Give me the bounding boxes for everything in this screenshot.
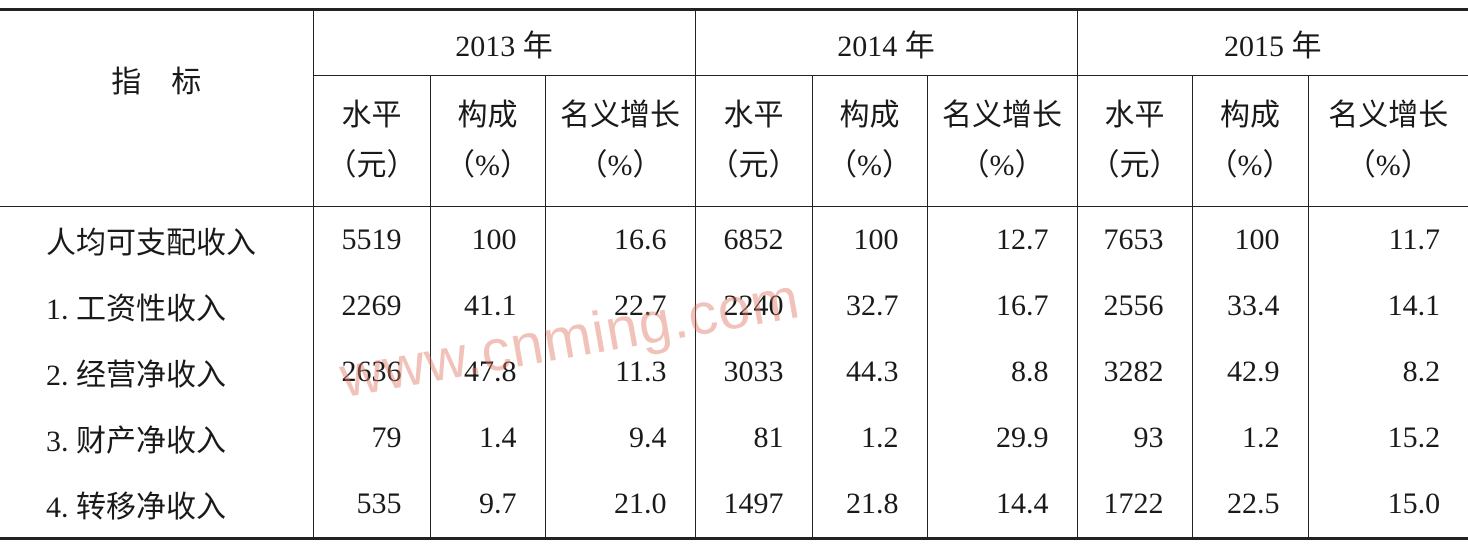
row-label: 2. 经营净收入 bbox=[46, 359, 226, 392]
column-header-line: 名义增长 bbox=[942, 99, 1063, 132]
cell: 1497 bbox=[694, 471, 813, 539]
cell: 2240 bbox=[694, 273, 813, 339]
year-header: 2015 年 bbox=[1076, 9, 1468, 76]
cell: 3282 bbox=[1076, 339, 1193, 405]
column-header: 构成 （%） bbox=[429, 75, 545, 207]
cell: 100 bbox=[429, 206, 545, 273]
cell: 16.6 bbox=[544, 206, 696, 273]
column-header-line: （元） bbox=[1089, 149, 1180, 182]
column-header-line: （%） bbox=[1345, 149, 1431, 182]
year-header: 2013 年 bbox=[312, 9, 696, 76]
cell: 11.7 bbox=[1307, 206, 1468, 273]
column-header-line: 水平 bbox=[341, 99, 402, 132]
year-header: 2014 年 bbox=[694, 9, 1078, 76]
cell: 33.4 bbox=[1191, 273, 1309, 339]
cell: 1.2 bbox=[811, 405, 928, 471]
cell: 47.8 bbox=[429, 339, 545, 405]
table-body: 人均可支配收入 5519 100 16.6 6852 100 12.7 7653 100 11.7… bbox=[0, 206, 1468, 539]
cell: 16.7 bbox=[926, 273, 1078, 339]
column-header: 水平 （元） bbox=[312, 75, 430, 207]
cell: 100 bbox=[811, 206, 928, 273]
column-header-line: （%） bbox=[959, 149, 1045, 182]
cell: 1722 bbox=[1076, 471, 1193, 539]
column-header: 水平 （元） bbox=[1076, 75, 1193, 207]
column-header-line: （%） bbox=[577, 149, 663, 182]
cell: 14.4 bbox=[926, 471, 1078, 539]
table-row: 4. 转移净收入 535 9.7 21.0 1497 21.8 14.4 1722 22.5 15… bbox=[0, 471, 1468, 539]
cell: 9.7 bbox=[429, 471, 545, 539]
column-header: 名义增长 （%） bbox=[544, 75, 696, 207]
column-header-line: （元） bbox=[708, 149, 799, 182]
cell: 79 bbox=[312, 405, 430, 471]
table-row: 2. 经营净收入 2636 47.8 11.3 3033 44.3 8.8 3282 42.9 8… bbox=[0, 339, 1468, 405]
cell: 3033 bbox=[694, 339, 813, 405]
column-header-line: 名义增长 bbox=[560, 99, 680, 132]
cell: 9.4 bbox=[544, 405, 696, 471]
year-row: 指 标 2013 年 2014 年 2015 年 bbox=[0, 9, 1468, 207]
cell: 15.0 bbox=[1307, 471, 1468, 539]
table-row: 人均可支配收入 5519 100 16.6 6852 100 12.7 7653 100 11.7 bbox=[0, 206, 1468, 273]
table-header: 指 标 2013 年 2014 年 2015 年 水平 （元） 构成 （%） 名义增长 （%）… bbox=[0, 9, 1468, 207]
income-table: 指 标 2013 年 2014 年 2015 年 水平 （元） 构成 （%） 名义增长 （%）… bbox=[0, 8, 1468, 540]
column-header-line: 名义增长 bbox=[1328, 99, 1449, 132]
cell: 93 bbox=[1076, 405, 1193, 471]
cell: 14.1 bbox=[1307, 273, 1468, 339]
cell: 29.9 bbox=[926, 405, 1078, 471]
column-header-line: （%） bbox=[1207, 149, 1293, 182]
cell: 100 bbox=[1191, 206, 1309, 273]
column-header-line: 构成 bbox=[1220, 99, 1281, 132]
cell: 1.4 bbox=[429, 405, 545, 471]
cell: 8.2 bbox=[1307, 339, 1468, 405]
cell: 5519 bbox=[312, 206, 430, 273]
column-header: 名义增长 （%） bbox=[926, 75, 1078, 207]
cell: 22.5 bbox=[1191, 471, 1309, 539]
cell: 7653 bbox=[1076, 206, 1193, 273]
cell: 42.9 bbox=[1191, 339, 1309, 405]
cell: 12.7 bbox=[926, 206, 1078, 273]
column-header-line: 水平 bbox=[1104, 99, 1165, 132]
cell: 44.3 bbox=[811, 339, 928, 405]
column-header: 构成 （%） bbox=[811, 75, 928, 207]
cell: 22.7 bbox=[544, 273, 696, 339]
cell: 21.8 bbox=[811, 471, 928, 539]
cell: 81 bbox=[694, 405, 813, 471]
subheader-row: 水平 （元） 构成 （%） 名义增长 （%） 水平 （元） 构成 （%） 名义增长 （%） 水平 （元） 构… bbox=[0, 75, 1468, 207]
indicator-header: 指 标 bbox=[0, 9, 313, 207]
column-header: 名义增长 （%） bbox=[1307, 75, 1468, 207]
cell: 6852 bbox=[694, 206, 813, 273]
table-row: 1. 工资性收入 2269 41.1 22.7 2240 32.7 16.7 2556 33.4… bbox=[0, 273, 1468, 339]
cell: 21.0 bbox=[544, 471, 696, 539]
cell: 2556 bbox=[1076, 273, 1193, 339]
row-label: 4. 转移净收入 bbox=[46, 491, 226, 524]
cell: 11.3 bbox=[544, 339, 696, 405]
cell: 535 bbox=[312, 471, 430, 539]
column-header-line: （元） bbox=[326, 149, 417, 182]
cell: 1.2 bbox=[1191, 405, 1309, 471]
cell: 2636 bbox=[312, 339, 430, 405]
column-header: 水平 （元） bbox=[694, 75, 813, 207]
column-header-line: 水平 bbox=[723, 99, 784, 132]
table-row: 3. 财产净收入 79 1.4 9.4 81 1.2 29.9 93 1.2 15.2 bbox=[0, 405, 1468, 471]
row-label: 3. 财产净收入 bbox=[46, 425, 226, 458]
column-header-line: （%） bbox=[827, 149, 913, 182]
cell: 41.1 bbox=[429, 273, 545, 339]
row-label: 人均可支配收入 bbox=[46, 227, 256, 260]
row-label: 1. 工资性收入 bbox=[46, 293, 226, 326]
column-header-line: 构成 bbox=[839, 99, 900, 132]
cell: 8.8 bbox=[926, 339, 1078, 405]
column-header: 构成 （%） bbox=[1191, 75, 1309, 207]
cell: 15.2 bbox=[1307, 405, 1468, 471]
column-header-line: （%） bbox=[445, 149, 530, 182]
cell: 32.7 bbox=[811, 273, 928, 339]
cell: 2269 bbox=[312, 273, 430, 339]
column-header-line: 构成 bbox=[457, 99, 518, 132]
